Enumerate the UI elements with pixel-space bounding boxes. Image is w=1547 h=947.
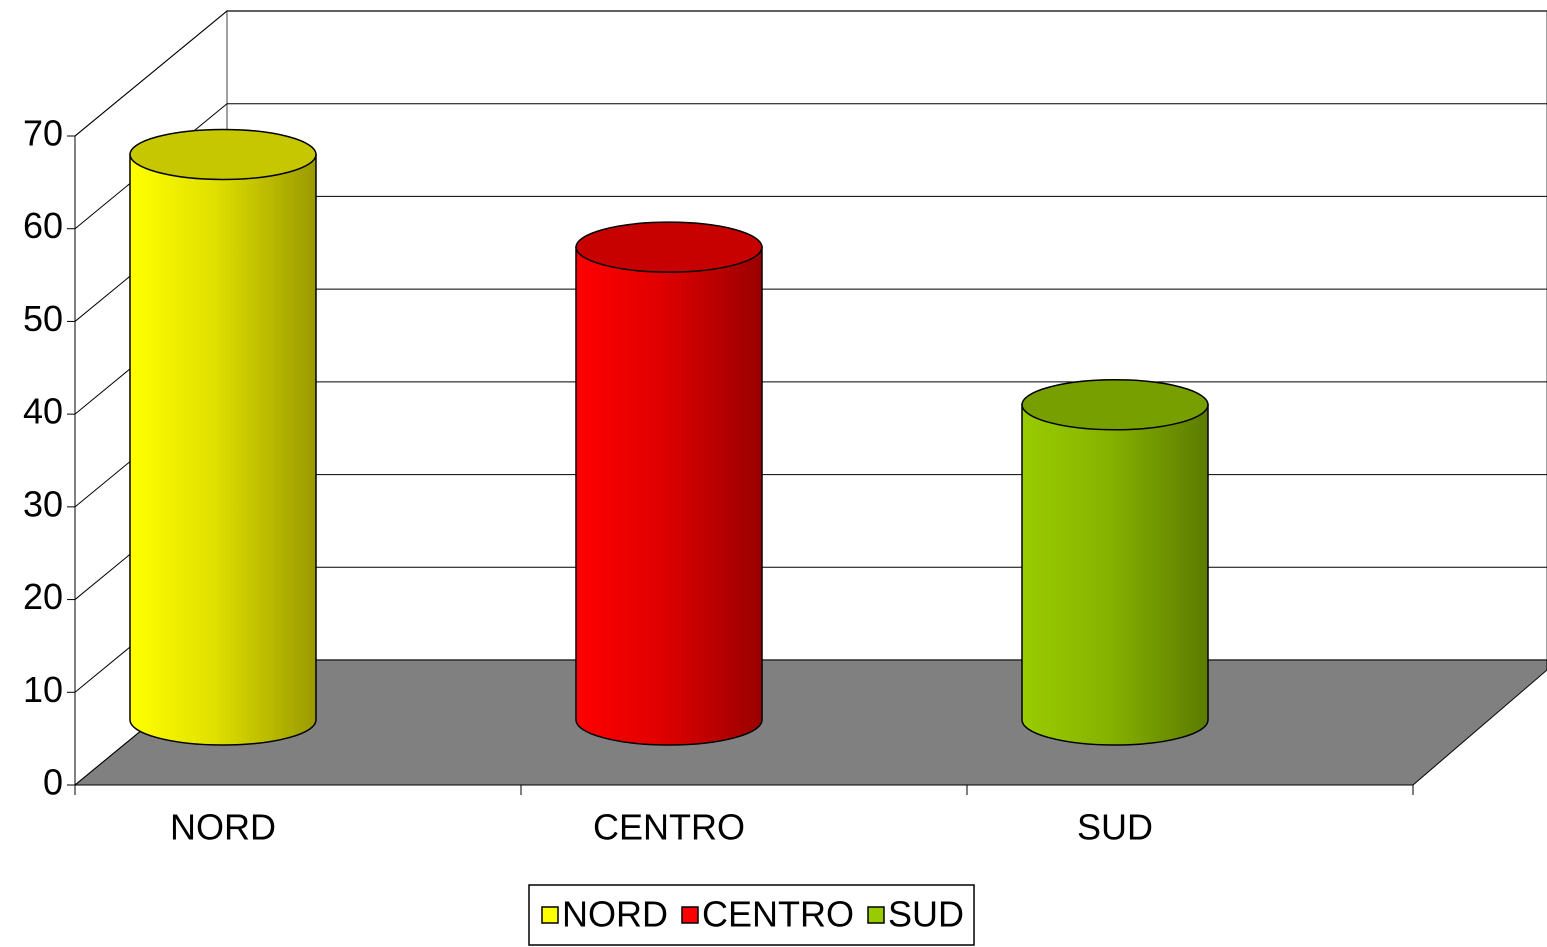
legend-swatch [681, 906, 699, 924]
x-tick-label: SUD [1077, 807, 1153, 848]
legend-box [528, 884, 975, 946]
cylinder-top-shade [129, 128, 317, 181]
cylinder-top-shade [575, 221, 763, 273]
y-tick-label: 20 [23, 576, 63, 617]
y-tick-label: 60 [23, 205, 63, 246]
legend: NORD CENTRO SUD [528, 884, 975, 946]
grid-line [74, 10, 228, 137]
cylinder-top [130, 129, 316, 180]
cylinder-top-shade [1021, 379, 1209, 431]
cylinder-shade [575, 246, 763, 746]
legend-label: NORD [562, 894, 668, 935]
y-tick-label: 0 [43, 762, 63, 803]
y-tick-label: 30 [23, 483, 63, 524]
legend-label: CENTRO [702, 894, 854, 935]
x-tick-label: NORD [170, 807, 276, 848]
y-tick-label: 50 [23, 298, 63, 339]
back-wall [226, 10, 1547, 661]
legend-swatch [867, 906, 885, 924]
y-tick-label: 40 [23, 391, 63, 432]
cylinder-top [576, 222, 762, 273]
legend-swatch [541, 906, 559, 924]
cylinder-top [1022, 379, 1208, 430]
cylinder-shade [1021, 404, 1209, 746]
y-tick-label: 70 [23, 113, 63, 154]
cylinder-shade [129, 153, 317, 746]
y-tick-label: 10 [23, 669, 63, 710]
x-tick-label: CENTRO [593, 807, 745, 848]
legend-label: SUD [888, 894, 964, 935]
